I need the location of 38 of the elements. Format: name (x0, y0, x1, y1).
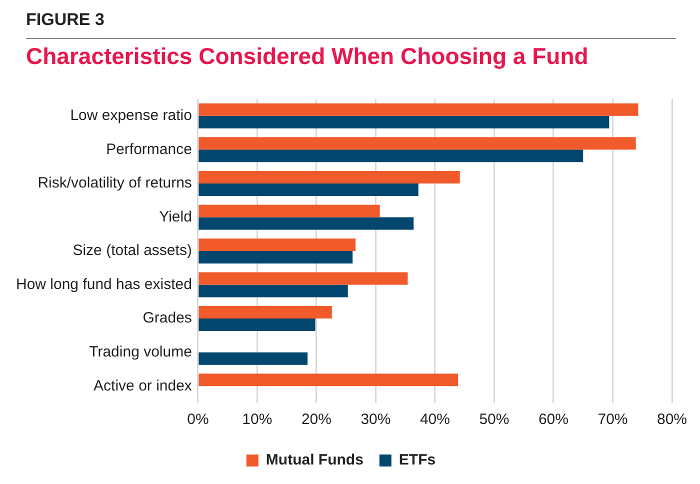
x-tick-label: 10% (242, 411, 272, 428)
x-tick-label: 80% (656, 411, 688, 428)
y-tick-label: Performance (106, 140, 192, 158)
bar (198, 204, 380, 218)
bar (198, 217, 414, 230)
bar (198, 150, 584, 162)
y-tick-label: Active or index (94, 377, 192, 394)
y-tick-label: How long fund has existed (16, 276, 192, 293)
bar (198, 251, 353, 264)
x-tick-label: 60% (538, 411, 568, 428)
x-tick-label: 0% (187, 411, 209, 428)
y-tick-label: Grades (142, 310, 192, 327)
x-tick-label: 50% (479, 411, 510, 428)
y-tick-label: Size (total assets) (72, 242, 192, 260)
x-tick-label: 20% (301, 411, 332, 428)
bar (198, 272, 408, 285)
x-tick-label: 40% (420, 411, 450, 428)
y-tick-label: Yield (159, 208, 192, 226)
caption: FIGURE 3 (26, 10, 104, 30)
bar (198, 137, 636, 150)
bar (198, 238, 356, 251)
bar (198, 318, 316, 332)
x-tick-label: 70% (598, 411, 628, 428)
legend-label: ETFs (398, 452, 436, 469)
bar (198, 352, 308, 365)
x-tick-label: 30% (360, 411, 391, 428)
bar (198, 306, 332, 319)
y-tick-label: Low expense ratio (70, 107, 192, 124)
bar (198, 116, 610, 128)
bar (198, 103, 638, 116)
y-tick-label: Trading volume (89, 343, 192, 360)
bar (198, 284, 348, 298)
bar (198, 374, 458, 386)
y-tick-label: Risk/volatility of returns (38, 174, 192, 192)
bar (198, 183, 418, 196)
legend-label: Mutual Funds (266, 452, 364, 469)
bar (198, 170, 460, 184)
chart-title: Characteristics Considered When Choosing a Fund (26, 43, 588, 70)
